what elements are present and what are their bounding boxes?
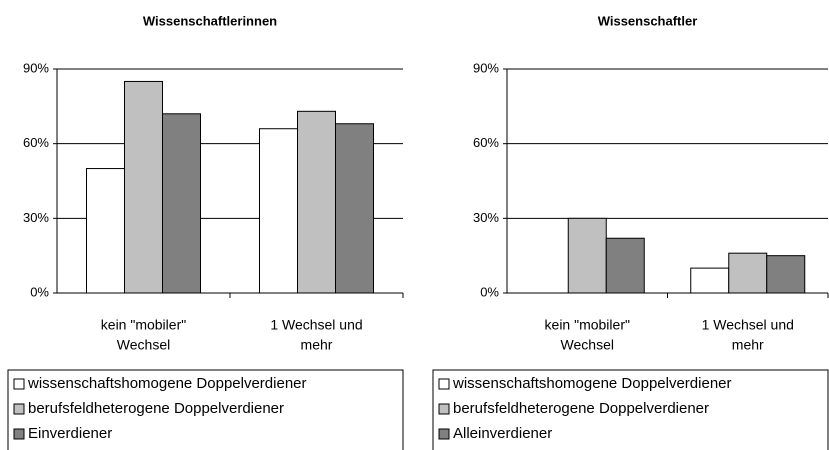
legend-swatch [13, 403, 25, 415]
y-tick-label: 90% [473, 60, 499, 75]
x-tick-label: Wechsel [561, 337, 614, 353]
legend-swatch [13, 378, 25, 390]
x-tick-label: mehr [301, 337, 333, 353]
bar [124, 80, 163, 294]
legend-label: berufsfeldheterogene Doppelverdiener [28, 400, 284, 417]
legend-swatch [13, 428, 25, 440]
y-tick-label: 0% [480, 284, 499, 299]
chart-title: Wissenschaftlerinnen [143, 13, 277, 28]
y-tick-label: 60% [473, 135, 499, 150]
legend-label: Alleinverdiener [453, 425, 552, 442]
y-tick-label: 0% [30, 284, 49, 299]
legend-swatch [438, 378, 450, 390]
legend-label: wissenschaftshomogene Doppelverdiener [27, 375, 307, 392]
bar [259, 128, 298, 294]
y-tick-label: 30% [473, 210, 499, 225]
x-tick-label: kein "mobiler" [101, 317, 186, 333]
y-tick-label: 60% [23, 135, 49, 150]
legend-swatch [438, 403, 450, 415]
x-tick-label: mehr [732, 337, 764, 353]
y-tick-label: 30% [23, 210, 49, 225]
x-tick-label: 1 Wechsel und [270, 317, 362, 333]
bar [605, 237, 645, 294]
legend-label: berufsfeldheterogene Doppelverdiener [453, 400, 709, 417]
bar [766, 255, 806, 294]
chart-title: Wissenschaftler [598, 13, 698, 28]
bar [86, 168, 125, 294]
legend-swatch [438, 428, 450, 440]
bar [335, 123, 374, 294]
bar [690, 267, 730, 294]
bar [728, 252, 768, 294]
x-tick-label: Wechsel [117, 337, 170, 353]
legend-box [7, 369, 404, 450]
x-tick-label: kein "mobiler" [545, 317, 630, 333]
legend-box [432, 369, 829, 450]
bar [567, 217, 607, 294]
legend-label: Einverdiener [28, 425, 112, 442]
legend-label: wissenschaftshomogene Doppelverdiener [452, 375, 732, 392]
bar [297, 110, 336, 294]
y-tick-label: 90% [23, 60, 49, 75]
x-tick-label: 1 Wechsel und [702, 317, 794, 333]
bar [162, 113, 201, 294]
